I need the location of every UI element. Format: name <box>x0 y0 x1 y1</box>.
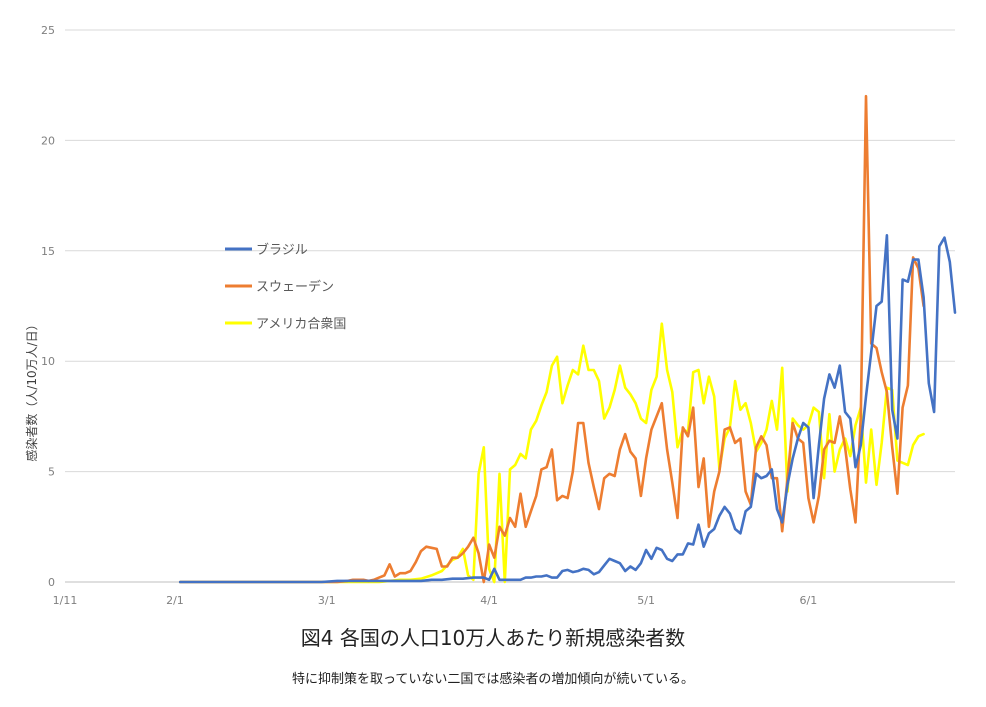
x-tick-label: 4/1 <box>480 594 498 607</box>
y-tick-label: 25 <box>41 24 55 37</box>
legend-label: アメリカ合衆国 <box>256 316 346 332</box>
x-tick-label: 3/1 <box>318 594 336 607</box>
y-tick-label: 15 <box>41 245 55 258</box>
legend-label: ブラジル <box>256 242 308 258</box>
y-tick-label: 20 <box>41 134 55 147</box>
legend-label: スウェーデン <box>256 279 334 295</box>
series-line-brazil <box>178 234 957 584</box>
y-tick-label: 10 <box>41 355 55 368</box>
figure-title: 図4 各国の人口10万人あたり新規感染者数 <box>300 626 686 650</box>
y-tick-label: 0 <box>48 576 55 589</box>
gridlines <box>65 29 955 583</box>
x-tick-label: 6/1 <box>800 594 818 607</box>
series-line-sweden <box>178 94 925 584</box>
line-chart: 0 5 10 15 20 25 1/11 2/1 3/1 4/1 5/1 6/1 ブラジルスウェーデ… <box>24 24 957 607</box>
x-tick-label: 5/1 <box>637 594 655 607</box>
x-tick-label: 1/11 <box>53 594 78 607</box>
y-tick-label: 5 <box>48 466 55 479</box>
series-line-usa <box>178 322 925 584</box>
y-tick-labels: 0 5 10 15 20 25 <box>41 24 55 589</box>
x-tick-labels: 1/11 2/1 3/1 4/1 5/1 6/1 <box>53 594 818 607</box>
series-lines <box>178 94 957 584</box>
y-axis-label: 感染者数（人/10万人/日） <box>24 318 39 461</box>
figure-subtitle: 特に抑制策を取っていない二国では感染者の増加傾向が続いている。 <box>292 672 694 687</box>
x-tick-label: 2/1 <box>166 594 184 607</box>
